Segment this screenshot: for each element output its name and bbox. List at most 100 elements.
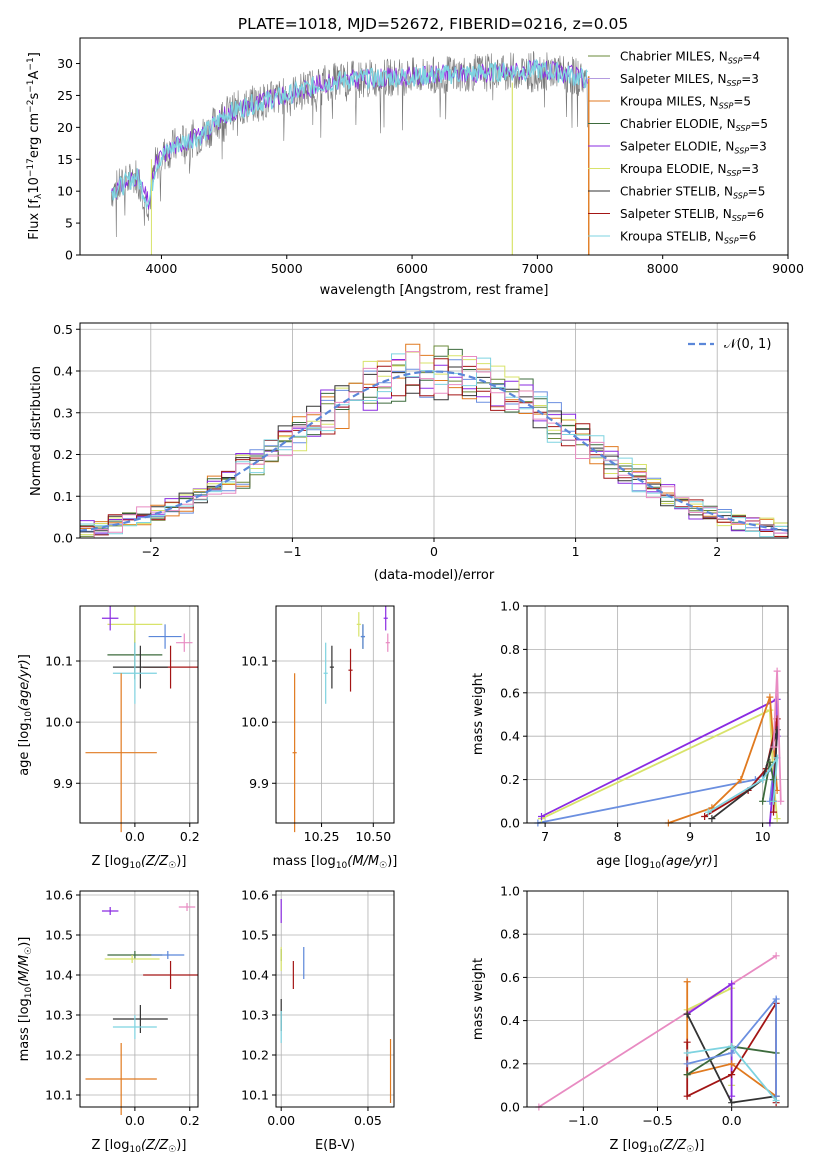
weight-age-x-label-rest: (age/yr) <box>661 854 713 869</box>
spectrum-y-tick-label: 30 <box>57 56 73 71</box>
weight-z-y-tick-label: 0.4 <box>500 1013 520 1028</box>
weight-age-marker <box>766 758 774 766</box>
weight-z-y-tick-label: 0.6 <box>500 970 520 985</box>
mass-ebv-x-label: E(B-V) <box>315 1138 355 1153</box>
histogram-legend-label: 𝒩(0, 1) <box>724 337 771 352</box>
spectrum-y-tick-label: 25 <box>57 88 73 103</box>
spectrum-y-tick-label: 10 <box>57 184 73 199</box>
histogram-y-tick-label: 0.4 <box>53 364 73 379</box>
weight-z-y-tick-label: 0.0 <box>500 1100 520 1115</box>
weight-z-x-label: Z [log10(Z/Z☉)] <box>610 1138 705 1155</box>
spectrum-legend-label-text: Kroupa STELIB, N <box>620 230 724 244</box>
spectrum-legend-label-value: =6 <box>739 230 757 244</box>
spectrum-frame <box>79 37 789 256</box>
age-z-x-label-sun: ☉ <box>168 861 176 871</box>
weight-z-marker <box>772 995 780 1003</box>
spectrum-y-label-unit3: A <box>27 70 42 79</box>
weight-age-y-tick-label: 0.6 <box>500 685 520 700</box>
residual-histogram-panel: −2 −1 0 1 2 0.0 0.1 0.2 0.3 0.4 0.5 𝒩(0, 1) (data-m… <box>29 322 789 583</box>
mass-z-y-tick-label: 10.1 <box>45 1088 73 1103</box>
age-z-y-tick-label: 10.0 <box>45 715 73 730</box>
weight-vs-age-panel: 7 8 9 100.00.20.40.60.81.0 age [log10(age/y… <box>471 599 789 871</box>
mass-ebv-x-tick-label: 0.00 <box>267 1113 295 1128</box>
mass-z-y-tick-label: 10.6 <box>45 888 73 903</box>
spectrum-legend-label: Kroupa ELODIE, NSSP=3 <box>620 162 759 178</box>
age-z-frame <box>79 605 199 824</box>
age-mass-x-label-sub: 10 <box>336 861 348 871</box>
mass-ebv-y-tick-label: 10.5 <box>241 928 269 943</box>
weight-age-x-label: age [log10(age/yr)] <box>596 854 718 871</box>
mass-vs-ebv-panel: 0.00 0.05 10.1 10.2 10.3 10.4 10.5 10.6 E(B-V) <box>241 888 395 1153</box>
figure-title: PLATE=1018, MJD=52672, FIBERID=0216, z=0… <box>238 15 628 33</box>
weight-z-track <box>686 981 777 1097</box>
age-mass-x-label-rest: (M/M <box>347 854 379 869</box>
age-z-y-label-sub: 10 <box>24 711 34 723</box>
spectrum-model-line <box>111 58 589 210</box>
weight-z-marker <box>683 978 691 986</box>
spectrum-y-tick-label: 5 <box>65 216 73 231</box>
weight-z-x-tick-label: −1.0 <box>568 1113 598 1128</box>
mass-z-y-label-sub: 10 <box>24 986 34 998</box>
weight-age-y-tick-label: 1.0 <box>500 599 520 614</box>
mass-z-y-label: mass [log10(M/M☉)] <box>17 937 34 1062</box>
weight-z-x-label-sub: 10 <box>647 1145 659 1155</box>
spectrum-y-label-main: Flux [f <box>27 199 42 240</box>
normal-curve <box>79 370 789 532</box>
mass-z-y-label-rest: (M/M <box>17 955 32 987</box>
weight-age-marker <box>766 693 774 701</box>
spectrum-y-label-scale: 10 <box>27 177 42 194</box>
age-z-y-label-close: ] <box>17 654 32 659</box>
mass-z-x-label-rest: (Z/Z <box>141 1138 169 1153</box>
histogram-x-tick-label: 1 <box>572 544 580 559</box>
age-mass-x-label-close: )] <box>387 854 397 869</box>
spectrum-y-label-close: ] <box>27 52 42 57</box>
age-mass-y-tick-label: 10.0 <box>241 715 269 730</box>
spectrum-legend-label: Chabrier STELIB, NSSP=5 <box>620 185 765 201</box>
spectrum-legend-label-sub: SSP <box>733 192 748 201</box>
histogram-step <box>80 353 788 538</box>
spectrum-y-label-exp4: −1 <box>26 57 36 70</box>
mass-ebv-frame <box>275 890 395 1108</box>
mass-z-y-label-main: mass [log <box>17 998 32 1061</box>
weight-z-y-tick-label: 0.8 <box>500 927 520 942</box>
mass-ebv-x-tick-label: 0.05 <box>354 1113 382 1128</box>
spectrum-legend-label-value: =3 <box>741 162 759 176</box>
weight-age-x-tick-label: 10 <box>755 829 771 844</box>
weight-age-y-tick-label: 0.4 <box>500 729 520 744</box>
weight-z-marker <box>728 1043 736 1051</box>
age-mass-x-label-sun: ☉ <box>379 861 387 871</box>
weight-age-marker <box>770 808 777 816</box>
spectrum-x-tick-label: 4000 <box>146 261 178 276</box>
mass-ebv-y-tick-label: 10.6 <box>241 888 269 903</box>
weight-z-track <box>686 996 777 1097</box>
mass-z-y-tick-label: 10.4 <box>45 968 73 983</box>
weight-z-marker <box>772 1097 780 1105</box>
weight-age-marker <box>708 815 716 823</box>
mass-z-x-label-sub: 10 <box>129 1145 141 1155</box>
spectrum-legend-label-sub: SSP <box>727 79 742 88</box>
age-z-y-tick-label: 9.9 <box>53 776 73 791</box>
weight-age-x-label-main: age [log <box>596 854 649 869</box>
histogram-y-tick-label: 0.5 <box>53 322 73 337</box>
weight-z-y-tick-label: 1.0 <box>500 884 520 899</box>
spectrum-legend-label-text: Chabrier STELIB, N <box>620 185 733 199</box>
histogram-frame <box>79 322 789 539</box>
age-vs-mass-panel: 10.25 10.50 9.9 10.0 10.1 mass [log10(M/M☉)] <box>241 605 397 871</box>
weight-age-marker <box>538 812 545 820</box>
spectrum-legend-label-text: Salpeter MILES, N <box>620 72 727 86</box>
weight-age-marker <box>759 776 767 784</box>
age-z-x-label-rest: (Z/Z <box>141 854 169 869</box>
weight-age-marker <box>773 815 781 823</box>
histogram-y-tick-label: 0.1 <box>53 489 73 504</box>
weight-z-marker <box>772 952 780 960</box>
weight-z-marker <box>683 1010 691 1018</box>
weight-age-track <box>711 729 778 820</box>
spectrum-y-label-exp2: −2 <box>26 100 36 113</box>
histogram-x-tick-label: −1 <box>283 544 301 559</box>
weight-z-y-tick-label: 0.2 <box>500 1056 520 1071</box>
mass-z-x-label: Z [log10(Z/Z☉)] <box>92 1138 187 1155</box>
weight-age-frame <box>526 605 789 824</box>
spectrum-legend-label-value: =6 <box>746 207 764 221</box>
spectrum-legend-label-value: =4 <box>742 50 760 64</box>
